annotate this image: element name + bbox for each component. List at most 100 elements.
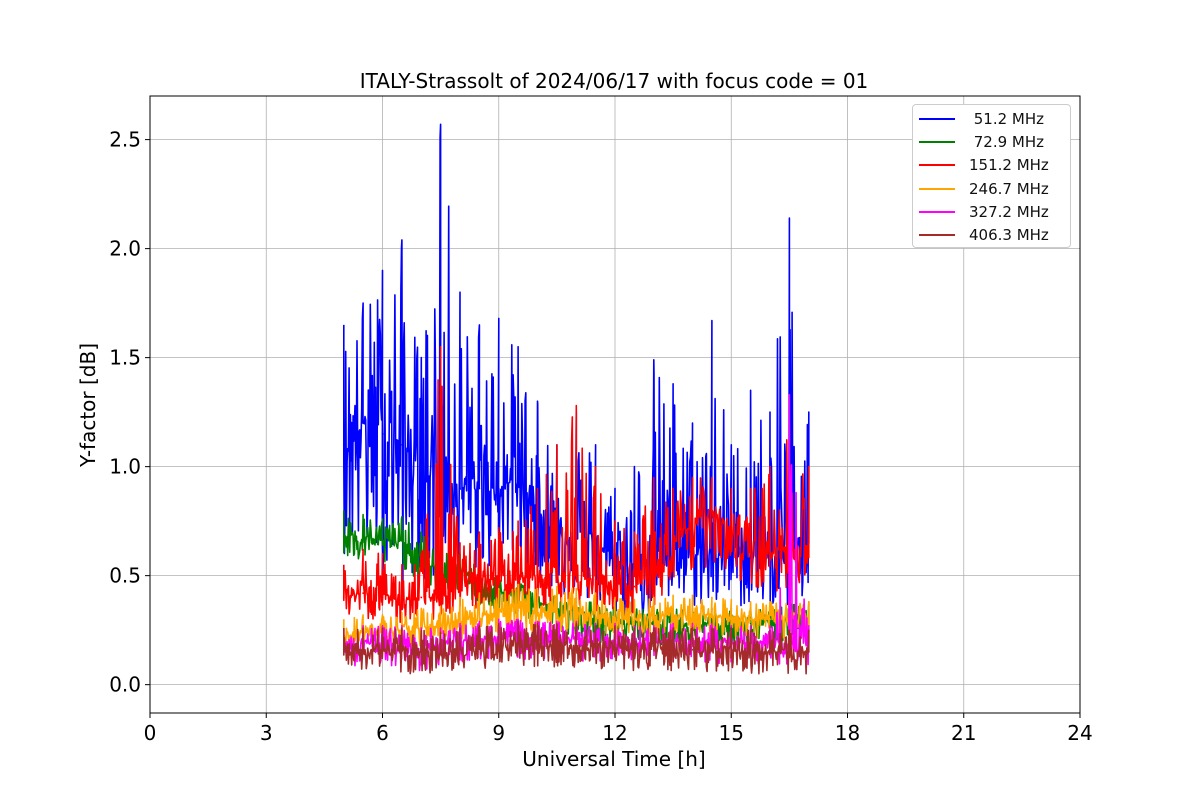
data-point — [730, 526, 733, 529]
y-tick-label: 1.0 — [109, 455, 141, 479]
legend-entry: 51.2 MHz — [913, 107, 1070, 130]
data-point — [381, 539, 384, 542]
data-point — [672, 648, 675, 651]
data-point — [749, 552, 752, 555]
data-point — [555, 570, 558, 573]
data-point — [652, 616, 655, 618]
data-point — [769, 552, 771, 555]
x-tick-label: 21 — [951, 721, 976, 745]
data-point — [459, 648, 461, 651]
legend-entry: 72.9 MHz — [913, 130, 1070, 153]
data-point — [788, 651, 791, 653]
data-point — [730, 616, 733, 618]
data-point — [614, 646, 616, 649]
x-tick-label: 15 — [719, 721, 744, 745]
data-point — [459, 618, 461, 621]
data-point — [652, 648, 655, 651]
data-point — [807, 618, 810, 621]
x-tick-label: 9 — [492, 721, 505, 745]
data-point — [362, 422, 365, 424]
data-point — [420, 651, 423, 653]
data-point — [749, 618, 752, 621]
data-point — [400, 600, 403, 603]
legend-swatch — [919, 210, 955, 213]
data-point — [633, 585, 636, 588]
data-point — [478, 487, 481, 490]
data-point — [517, 574, 520, 577]
data-point — [614, 585, 616, 588]
series-5 — [342, 620, 810, 675]
data-point — [342, 596, 345, 599]
data-point — [342, 535, 345, 538]
data-point — [381, 433, 384, 435]
legend-label: 406.3 MHz — [969, 226, 1049, 245]
data-point — [517, 476, 520, 479]
y-tick-label: 2.0 — [109, 237, 141, 261]
legend-entry: 406.3 MHz — [913, 223, 1070, 246]
x-tick-label: 12 — [602, 721, 627, 745]
data-point — [362, 648, 365, 651]
data-point — [672, 613, 675, 616]
data-point — [769, 651, 771, 653]
series-line — [342, 620, 810, 675]
legend-swatch — [919, 187, 955, 190]
data-point — [342, 648, 345, 651]
data-point — [691, 613, 694, 616]
data-point — [594, 613, 597, 616]
legend-entry: 246.7 MHz — [913, 177, 1070, 200]
data-point — [691, 520, 694, 523]
data-point — [575, 611, 578, 614]
data-point — [400, 648, 403, 651]
data-point — [730, 648, 733, 651]
legend-label: 246.7 MHz — [969, 179, 1049, 198]
data-point — [575, 574, 578, 577]
data-point — [633, 618, 636, 621]
x-tick-label: 24 — [1067, 721, 1092, 745]
data-point — [362, 535, 365, 538]
legend-entry: 151.2 MHz — [913, 154, 1070, 177]
data-point — [400, 539, 403, 542]
data-point — [497, 574, 500, 577]
legend-swatch — [919, 117, 955, 120]
grid — [149, 96, 1081, 713]
data-point — [478, 579, 481, 581]
data-point — [710, 552, 713, 555]
tick-layer: 0 3 6 9 12 15 18 21 24 0.0 0.5 1.0 1.5 2.0 2.5 — [109, 128, 1093, 745]
y-tick-label: 0.0 — [109, 673, 141, 697]
data-point — [517, 609, 520, 612]
data-point — [459, 487, 461, 490]
data-point — [478, 646, 481, 649]
data-point — [555, 644, 558, 647]
data-point — [400, 443, 403, 446]
data-point — [381, 592, 384, 594]
data-point — [633, 648, 636, 651]
data-point — [575, 644, 578, 647]
chart-title: ITALY-Strassolt of 2024/06/17 with focus… — [360, 69, 869, 93]
y-tick-label: 0.5 — [109, 564, 141, 588]
x-tick-label: 3 — [260, 721, 273, 745]
legend-label: 72.9 MHz — [969, 132, 1045, 151]
legend: 51.2 MHz 72.9 MHz 151.2 MHz 246.7 MHz 327.2… — [912, 104, 1071, 248]
data-point — [517, 642, 520, 645]
x-tick-label: 18 — [835, 721, 860, 745]
data-point — [420, 465, 423, 468]
data-point — [594, 646, 597, 649]
legend-swatch — [919, 234, 955, 237]
x-tick-label: 0 — [144, 721, 157, 745]
data-point — [807, 651, 810, 653]
data-point — [672, 552, 675, 555]
data-point — [439, 653, 442, 656]
data-point — [439, 596, 442, 599]
data-point — [459, 585, 461, 588]
legend-swatch — [919, 164, 955, 167]
data-point — [769, 618, 771, 621]
data-point — [536, 644, 539, 647]
data-point — [555, 609, 558, 612]
data-point — [691, 648, 694, 651]
data-point — [439, 624, 442, 627]
legend-label: 51.2 MHz — [969, 109, 1045, 128]
data-point — [594, 579, 597, 581]
legend-label: 327.2 MHz — [969, 202, 1049, 221]
legend-entry: 327.2 MHz — [913, 200, 1070, 223]
